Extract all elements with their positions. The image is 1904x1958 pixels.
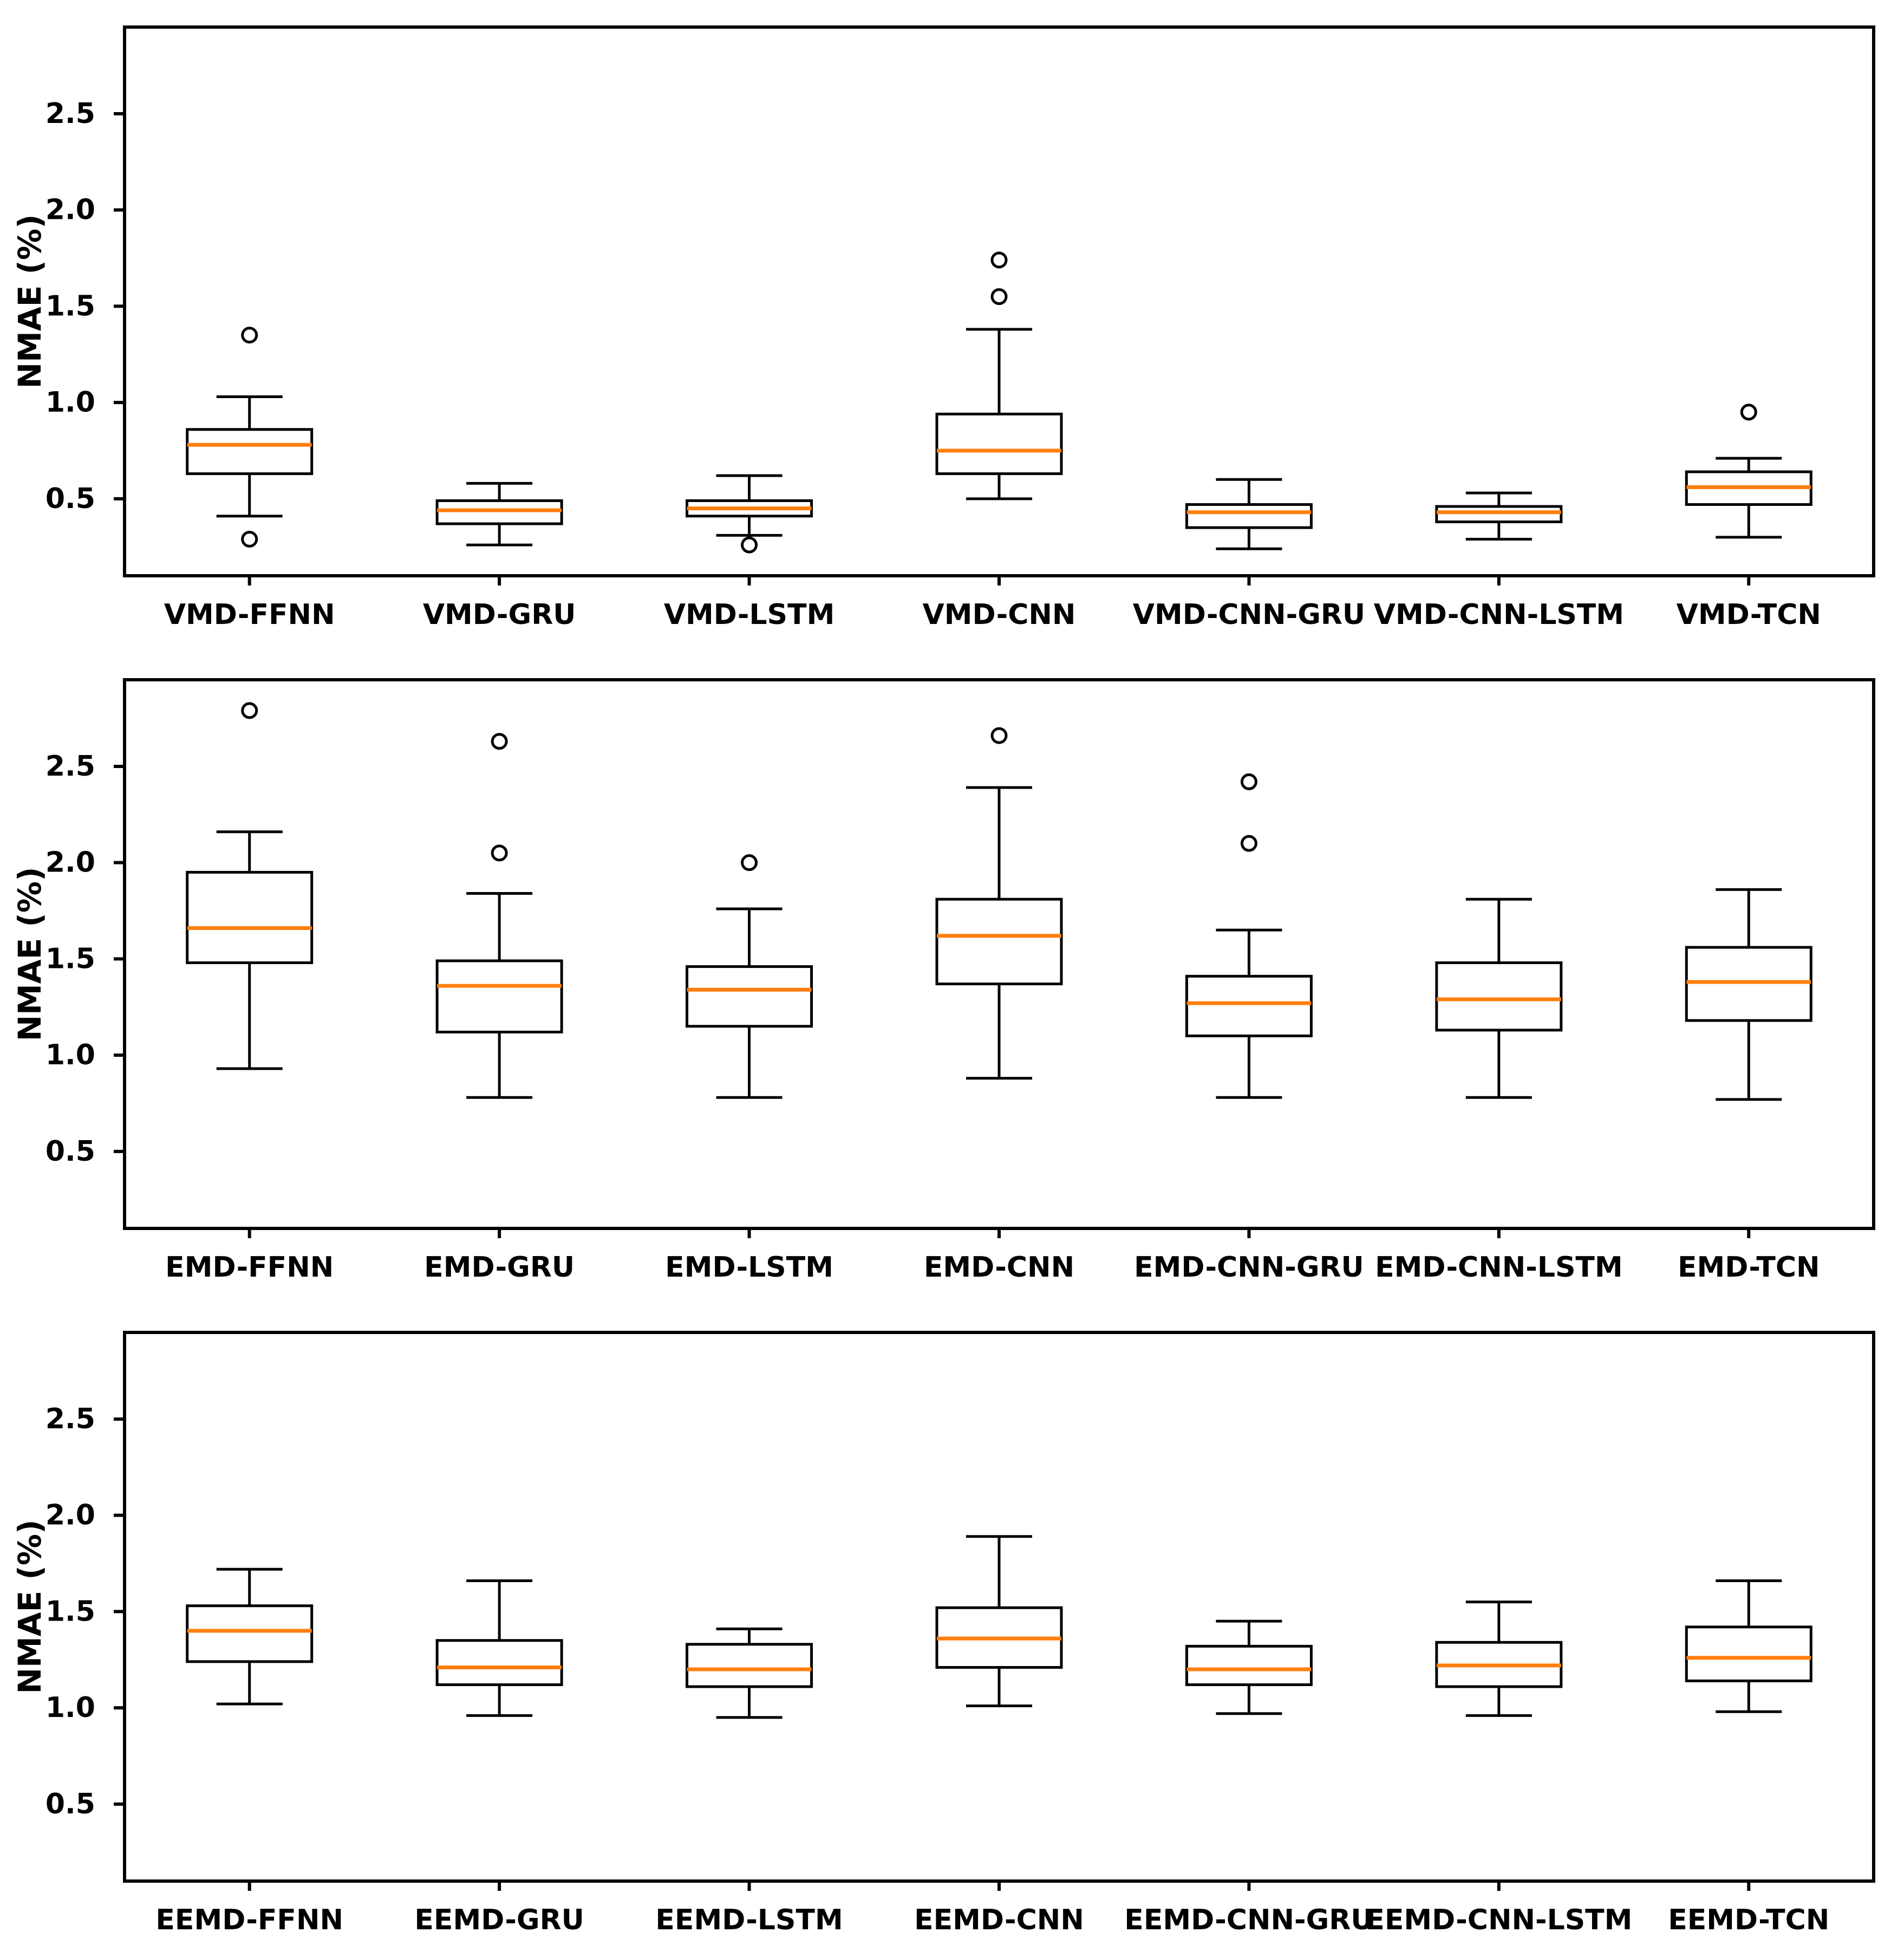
box-EEMD-CNN (935, 1535, 1063, 1708)
box-EMD-FFNN (186, 702, 314, 1070)
outlier-point (1240, 835, 1257, 852)
outlier-point (1740, 404, 1757, 421)
subplot-canvas: 0.5 1.0 1.5 2.0 2.5 NMAE (%) VMD-FFNN VMD-GRU VM… (11, 25, 1875, 631)
x-tick-label: EMD-GRU (424, 1251, 575, 1284)
x-tick-label: VMD-TCN (1677, 599, 1821, 631)
iqr-box (186, 870, 314, 964)
iqr-box (686, 965, 813, 1028)
box-EEMD-TCN (1685, 1579, 1812, 1713)
outlier-point (491, 733, 508, 750)
box-EEMD-CNN-LSTM (1435, 1601, 1563, 1717)
x-tick-label: EMD-LSTM (665, 1251, 833, 1284)
outlier-point (741, 536, 758, 554)
x-tick-label: VMD-GRU (423, 599, 576, 631)
x-tick-label: EMD-CNN-GRU (1134, 1251, 1364, 1284)
outlier-point (241, 702, 258, 719)
iqr-box (186, 428, 314, 476)
outlier-point (741, 854, 758, 871)
iqr-box (1185, 974, 1313, 1038)
y-tick-label: 2.0 (45, 847, 95, 879)
x-tick-label: EEMD-CNN (914, 1904, 1084, 1936)
box-VMD-CNN (935, 251, 1063, 500)
box-VMD-FFNN (186, 327, 314, 548)
box-VMD-CNN-LSTM (1435, 491, 1563, 541)
y-tick-label: 1.0 (45, 1692, 95, 1724)
outlier-point (990, 251, 1008, 269)
box-EMD-CNN (935, 727, 1063, 1080)
x-tick-label: EEMD-CNN-GRU (1124, 1904, 1373, 1936)
x-tick-label: EEMD-LSTM (655, 1904, 843, 1936)
box-EEMD-CNN-GRU (1185, 1619, 1313, 1715)
x-tick-label: EEMD-TCN (1668, 1904, 1829, 1936)
iqr-box (1685, 1625, 1812, 1682)
box-EMD-CNN-GRU (1185, 773, 1313, 1099)
x-tick-label: VMD-CNN-GRU (1133, 599, 1365, 631)
outlier-point (1240, 773, 1257, 790)
y-tick-label: 0.5 (45, 483, 95, 515)
box-VMD-LSTM (686, 474, 813, 554)
iqr-box (186, 1604, 314, 1663)
subplot-canvas: 0.5 1.0 1.5 2.0 2.5 NMAE (%) EMD-FFNN EMD-GRU EM… (11, 678, 1875, 1284)
x-tick-label: EMD-TCN (1678, 1251, 1820, 1284)
y-tick-label: 2.5 (45, 97, 95, 130)
x-tick-label: EEMD-GRU (414, 1904, 584, 1936)
iqr-box (935, 897, 1063, 986)
box-EMD-CNN-LSTM (1435, 897, 1563, 1099)
box-VMD-TCN (1685, 404, 1812, 539)
iqr-box (435, 499, 563, 525)
subplot-emd: 0.5 1.0 1.5 2.0 2.5 NMAE (%) EMD-FFNN EMD-GRU EM… (0, 653, 1904, 1305)
outlier-point (241, 530, 258, 548)
y-tick-label: 2.5 (45, 750, 95, 783)
box-EMD-LSTM (686, 854, 813, 1099)
y-tick-label: 1.0 (45, 1039, 95, 1071)
iqr-box (1185, 503, 1313, 529)
x-tick-label: VMD-CNN (923, 599, 1076, 631)
y-tick-label: 1.5 (45, 1595, 95, 1628)
outlier-point (491, 844, 508, 862)
box-VMD-GRU (435, 482, 563, 547)
y-axis-label: NMAE (%) (11, 1519, 48, 1694)
iqr-box (1435, 505, 1563, 523)
box-EMD-TCN (1685, 888, 1812, 1101)
box-EEMD-GRU (435, 1579, 563, 1717)
x-tick-label: VMD-FFNN (164, 599, 335, 631)
x-tick-label: EMD-CNN-LSTM (1375, 1251, 1623, 1284)
y-tick-label: 2.0 (45, 194, 95, 226)
y-tick-label: 2.5 (45, 1403, 95, 1435)
iqr-box (1435, 961, 1563, 1032)
y-tick-label: 0.5 (45, 1135, 95, 1168)
outlier-point (990, 727, 1008, 744)
y-tick-label: 1.5 (45, 942, 95, 975)
iqr-box (1685, 946, 1812, 1022)
iqr-box (686, 1643, 813, 1688)
box-EMD-GRU (435, 733, 563, 1099)
iqr-box (935, 412, 1063, 476)
y-tick-label: 0.5 (45, 1788, 95, 1820)
subplot-canvas: 0.5 1.0 1.5 2.0 2.5 NMAE (%) EEMD-FFNN EEMD-GRU… (11, 1331, 1875, 1936)
y-axis-label: NMAE (%) (11, 867, 48, 1041)
x-tick-label: VMD-CNN-LSTM (1374, 599, 1624, 631)
x-tick-label: EEMD-FFNN (155, 1904, 343, 1936)
x-tick-label: EEMD-CNN-LSTM (1365, 1904, 1632, 1936)
iqr-box (1185, 1644, 1313, 1686)
y-tick-label: 2.0 (45, 1499, 95, 1532)
y-tick-label: 1.5 (45, 290, 95, 322)
y-axis-label: NMAE (%) (11, 214, 48, 388)
box-EEMD-LSTM (686, 1627, 813, 1719)
y-tick-label: 1.0 (45, 386, 95, 419)
x-tick-label: EMD-CNN (924, 1251, 1074, 1284)
outlier-point (241, 327, 258, 344)
x-tick-label: EMD-FFNN (165, 1251, 334, 1284)
subplot-vmd: 0.5 1.0 1.5 2.0 2.5 NMAE (%) VMD-FFNN VMD-GRU VM… (0, 0, 1904, 653)
iqr-box (435, 959, 563, 1033)
box-EEMD-FFNN (186, 1567, 314, 1706)
x-tick-label: VMD-LSTM (664, 599, 835, 631)
outlier-point (990, 288, 1008, 305)
iqr-box (435, 1639, 563, 1686)
subplot-eemd: 0.5 1.0 1.5 2.0 2.5 NMAE (%) EEMD-FFNN EEMD-GRU… (0, 1305, 1904, 1958)
box-VMD-CNN-GRU (1185, 478, 1313, 550)
